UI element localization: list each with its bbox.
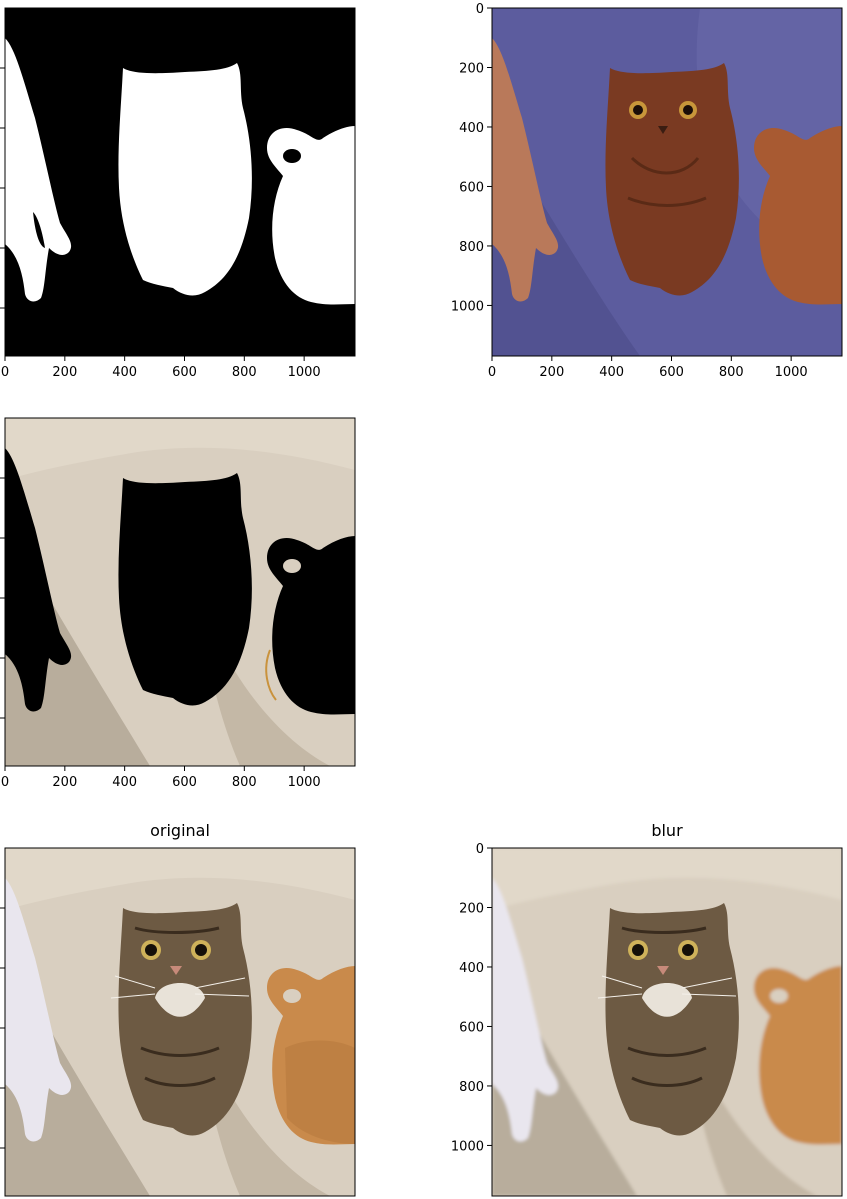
- overlay-panel: 0 200 400 600 800 1000 0 200 400 600 800 1000: [451, 2, 843, 380]
- x-tick-label: 200: [52, 775, 77, 790]
- x-tick-label: 200: [539, 365, 564, 380]
- mask-axes-frame: [4, 7, 356, 357]
- overlay-tabby-cat: [605, 63, 739, 296]
- original-axes-frame: [4, 847, 356, 1197]
- overlay-white-cat: [492, 38, 559, 302]
- y-tick-label: 200: [459, 901, 484, 916]
- original-photo: [5, 848, 355, 1196]
- x-tick-label: 400: [112, 365, 137, 380]
- x-tick-label: 600: [172, 365, 197, 380]
- mask-x-ticks: 0 200 400 600 800 1000: [1, 356, 321, 380]
- x-tick-label: 0: [1, 365, 9, 380]
- background-panel: 0 200 400 600 800 1000: [0, 417, 356, 790]
- blur-panel: blur: [451, 821, 843, 1197]
- y-tick-label: 400: [459, 121, 484, 136]
- y-tick-label: 1000: [451, 299, 484, 314]
- y-tick-label: 800: [459, 1080, 484, 1095]
- mask-y-ticks: [0, 67, 5, 309]
- x-tick-label: 800: [232, 775, 257, 790]
- mask-cat-regions: [5, 38, 355, 305]
- x-tick-label: 600: [659, 365, 684, 380]
- y-tick-label: 800: [459, 240, 484, 255]
- x-tick-label: 800: [232, 365, 257, 380]
- x-tick-label: 600: [172, 775, 197, 790]
- blur-axes-frame: [491, 847, 843, 1197]
- blur-photo: [492, 848, 842, 1196]
- overlay-x-ticks: 0 200 400 600 800 1000: [488, 356, 808, 380]
- bg-shadow-right: [200, 600, 330, 766]
- original-title: original: [150, 821, 210, 840]
- y-tick-label: 0: [476, 842, 484, 857]
- x-tick-label: 1000: [288, 775, 321, 790]
- overlay-axes-frame: [491, 7, 843, 357]
- blur-title: blur: [651, 821, 683, 840]
- x-tick-label: 1000: [288, 365, 321, 380]
- y-tick-label: 400: [459, 961, 484, 976]
- x-tick-label: 0: [1, 775, 9, 790]
- x-tick-label: 0: [488, 365, 496, 380]
- background-axes-frame: [4, 417, 356, 767]
- y-tick-label: 0: [476, 2, 484, 17]
- mask-panel: 0 200 400 600 800 1000: [0, 7, 356, 380]
- y-tick-label: 600: [459, 180, 484, 195]
- original-panel: original: [0, 821, 356, 1197]
- y-tick-label: 200: [459, 61, 484, 76]
- background-y-ticks: [0, 477, 5, 719]
- x-tick-label: 200: [52, 365, 77, 380]
- blur-y-ticks: 0 200 400 600 800 1000: [451, 842, 492, 1154]
- x-tick-label: 800: [719, 365, 744, 380]
- y-tick-label: 600: [459, 1020, 484, 1035]
- overlay-ginger-cat: [754, 126, 842, 305]
- x-tick-label: 1000: [775, 365, 808, 380]
- original-y-ticks: [0, 907, 5, 1149]
- background-x-ticks: 0 200 400 600 800 1000: [1, 766, 321, 790]
- x-tick-label: 400: [599, 365, 624, 380]
- y-tick-label: 1000: [451, 1139, 484, 1154]
- overlay-y-ticks: 0 200 400 600 800 1000: [451, 2, 492, 314]
- x-tick-label: 400: [112, 775, 137, 790]
